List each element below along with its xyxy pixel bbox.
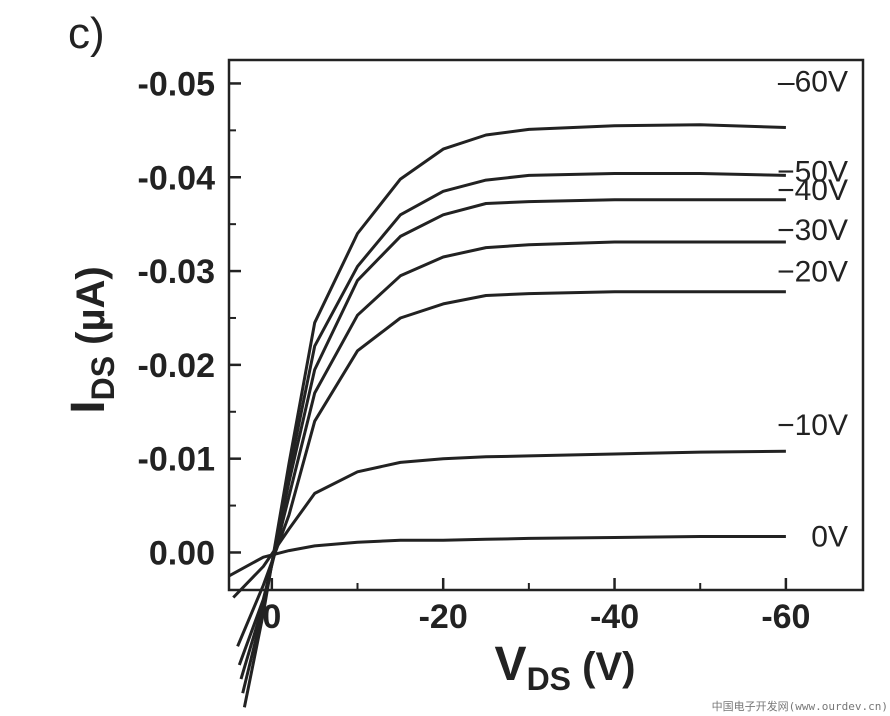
axes-frame [227,58,865,592]
series-label: 0V [811,521,848,554]
series-line-30v [237,240,786,666]
series-line-50v [241,172,786,694]
plot-area [227,58,865,592]
series-line-60v [242,123,786,708]
x-axis-ticks: 0 -20 -40 -60 [262,578,810,636]
series-label: −20V [777,256,848,289]
y-tick-label: -0.01 [138,441,216,479]
y-axis-ticks: 0.00 -0.01 -0.02 -0.03 -0.04 -0.05 [138,65,241,572]
series-label: –60V [778,66,848,99]
series-line-40v [239,198,786,680]
series-label: −10V [777,409,848,442]
y-tick-label: -0.04 [138,159,216,197]
series-line-10v [232,449,786,599]
x-axis-title-main: V [495,638,527,691]
series-line-20v [236,290,786,647]
series-label: −50V [777,155,848,188]
x-tick-label: -60 [761,598,810,636]
x-tick-label: -20 [419,598,468,636]
x-axis-title: VDS (V) [495,638,636,697]
x-tick-label: -40 [590,598,639,636]
y-tick-label: 0.00 [149,534,215,572]
y-axis-title-sub: DS [85,356,121,400]
y-axis-title-unit: (µA) [69,266,113,356]
x-tick-label: 0 [262,598,281,636]
y-axis-title: IDS (µA) [62,266,121,413]
series-label: −30V [777,214,848,247]
series-line-0v [228,535,786,578]
y-tick-label: -0.02 [138,347,216,385]
x-axis-title-unit: (V) [571,645,635,689]
panel-label: c) [68,9,105,58]
y-tick-label: -0.05 [138,65,216,103]
x-axis-title-sub: DS [527,661,571,697]
y-axis-title-main: I [62,400,115,413]
watermark: 中国电子开发网(www.ourdev.cn) [711,700,888,713]
svg-text:VDS (V): VDS (V) [495,638,636,697]
series-label: −40V [777,174,848,207]
series-labels: 0V −10V −20V −30V −40V−50V –60V [777,66,848,554]
series-lines [228,123,786,708]
y-tick-label: -0.03 [138,253,216,291]
svg-text:IDS (µA): IDS (µA) [62,266,121,413]
